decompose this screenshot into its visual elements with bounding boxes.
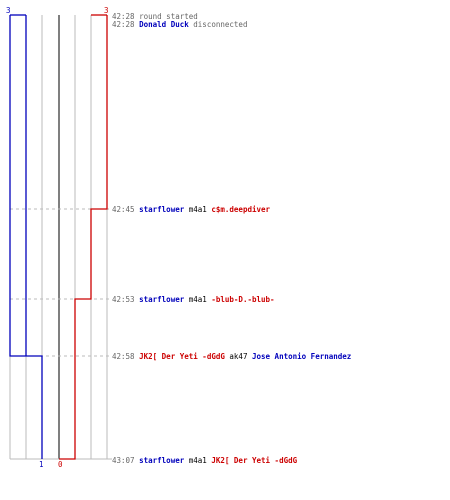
blue-end-count: 1 [39, 460, 44, 469]
event-time: 43:07 [112, 456, 135, 465]
event-weapon: m4a1 [188, 205, 207, 214]
event-row-kill: 42:58 JK2[ Der Yeti -dGdG ak47 Jose Anto… [112, 352, 351, 361]
event-time: 42:28 [112, 20, 135, 29]
blue-team-line [9, 15, 43, 459]
event-text: disconnected [193, 20, 248, 29]
event-row-round-start: 42:28 round started [112, 12, 198, 21]
event-victim: Jose Antonio Fernandez [251, 352, 352, 361]
red-end-count: 0 [58, 460, 63, 469]
event-player: Donald Duck [139, 20, 189, 29]
event-time: 42:58 [112, 352, 135, 361]
event-victim: c$m.deepdiver [211, 205, 271, 214]
event-weapon: m4a1 [188, 295, 207, 304]
red-start-count: 3 [104, 6, 109, 15]
event-killer: starflower [139, 456, 185, 465]
event-killer: starflower [139, 205, 185, 214]
event-time: 42:28 [112, 12, 135, 21]
event-text: round started [139, 12, 198, 21]
red-team-line [59, 15, 108, 460]
event-victim: JK2[ Der Yeti -dGdG [211, 456, 298, 465]
event-time: 42:53 [112, 295, 135, 304]
event-killer: JK2[ Der Yeti -dGdG [139, 352, 225, 361]
blue-start-count: 3 [6, 6, 11, 15]
event-row-disconnect: 42:28 Donald Duck disconnected [112, 20, 247, 29]
event-weapon: ak47 [229, 352, 248, 361]
event-row-kill: 43:07 starflower m4a1 JK2[ Der Yeti -dGd… [112, 456, 297, 465]
event-weapon: m4a1 [188, 456, 207, 465]
event-time: 42:45 [112, 205, 135, 214]
event-killer: starflower [139, 295, 185, 304]
event-row-kill: 42:45 starflower m4a1 c$m.deepdiver [112, 205, 270, 214]
event-row-kill: 42:53 starflower m4a1 -blub-D.-blub- [112, 295, 275, 304]
event-victim: -blub-D.-blub- [211, 295, 275, 304]
